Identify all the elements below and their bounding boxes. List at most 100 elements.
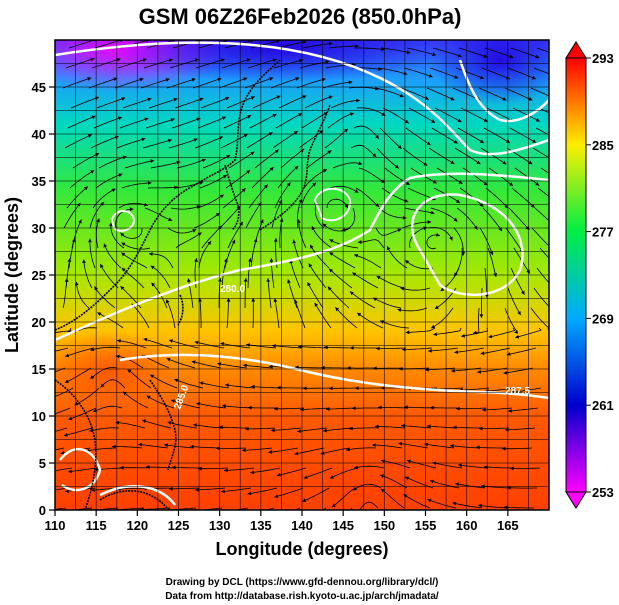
streamline xyxy=(386,246,408,269)
streamline-arrow xyxy=(190,444,194,449)
streamline xyxy=(424,443,455,449)
streamline xyxy=(55,427,68,432)
streamline-arrow xyxy=(207,241,212,245)
streamline xyxy=(64,134,92,149)
streamline-arrow xyxy=(375,424,379,429)
streamline xyxy=(540,167,549,174)
streamline-arrow xyxy=(38,433,42,437)
streamline xyxy=(69,169,95,189)
streamline-arrow xyxy=(562,181,566,185)
streamline xyxy=(461,327,489,337)
streamline xyxy=(92,405,123,413)
streamline xyxy=(427,498,457,509)
streamline-arrow xyxy=(90,57,95,62)
streamline xyxy=(147,186,179,189)
streamline-arrow xyxy=(150,374,155,379)
coast-indochina xyxy=(55,379,97,510)
streamline-arrow xyxy=(147,181,152,185)
streamline-arrow xyxy=(457,118,462,122)
streamline xyxy=(95,173,123,189)
streamline xyxy=(299,61,330,69)
streamline xyxy=(221,487,252,492)
streamline-arrow xyxy=(276,40,281,44)
streamline-arrow xyxy=(310,244,314,249)
streamline-arrow xyxy=(172,465,176,470)
streamline-arrow xyxy=(376,276,381,280)
streamline xyxy=(530,87,549,97)
streamline-arrow xyxy=(272,515,276,519)
streamline-arrow xyxy=(242,448,246,453)
streamline-arrow xyxy=(553,287,557,291)
streamline xyxy=(294,366,326,369)
streamline-arrow xyxy=(397,228,402,233)
streamline-arrow xyxy=(194,258,198,263)
streamline xyxy=(218,77,248,89)
streamline-arrow xyxy=(457,53,462,58)
streamline xyxy=(433,327,462,335)
streamline-arrow xyxy=(118,173,123,177)
streamline-arrow xyxy=(477,370,481,374)
streamline xyxy=(124,160,155,169)
streamline-arrow xyxy=(478,503,482,508)
streamline-arrow xyxy=(166,299,170,304)
streamline xyxy=(217,363,248,369)
streamline xyxy=(302,487,330,502)
streamline-arrow xyxy=(314,302,319,307)
streamline-arrow xyxy=(198,466,202,471)
streamline-arrow xyxy=(168,58,173,63)
streamline xyxy=(455,67,485,80)
streamline-arrow xyxy=(381,386,385,390)
streamline xyxy=(299,407,331,410)
streamline xyxy=(140,78,170,89)
streamline-arrow xyxy=(502,446,506,451)
colorbar-tick-label: 261 xyxy=(592,398,614,413)
streamline-arrow xyxy=(483,118,488,122)
streamline-arrow xyxy=(488,334,493,339)
y-tick-label: 5 xyxy=(39,456,46,471)
streamline-arrow xyxy=(451,368,455,373)
streamline-arrow xyxy=(112,444,116,449)
streamline xyxy=(127,369,152,389)
streamline xyxy=(115,355,144,369)
streamline-arrow xyxy=(312,182,317,187)
streamline xyxy=(200,97,230,109)
streamline xyxy=(303,467,333,479)
streamline-arrow xyxy=(335,307,340,312)
streamline-arrow xyxy=(434,305,439,309)
streamline-arrow xyxy=(298,113,303,117)
streamline xyxy=(484,47,514,59)
streamline xyxy=(254,149,279,169)
streamline xyxy=(90,367,118,380)
streamline-arrow xyxy=(121,242,126,247)
streamline xyxy=(402,347,433,351)
streamline-arrow xyxy=(329,252,334,256)
streamline xyxy=(270,77,300,89)
streamline xyxy=(242,447,273,451)
streamline-arrow xyxy=(558,139,562,142)
streamline xyxy=(330,100,360,109)
streamline xyxy=(511,387,542,393)
streamline xyxy=(532,147,549,159)
streamline xyxy=(271,427,302,431)
streamline-arrow xyxy=(263,184,268,189)
streamline-arrow xyxy=(201,158,206,163)
streamline-arrow xyxy=(372,443,376,447)
streamline xyxy=(250,40,281,49)
streamline-arrow xyxy=(272,58,277,62)
streamline-arrow xyxy=(303,386,307,391)
streamline-arrow xyxy=(194,58,199,63)
streamline-arrow xyxy=(454,350,459,354)
streamline xyxy=(193,212,221,229)
streamline xyxy=(144,207,173,221)
streamline xyxy=(228,151,255,169)
streamline xyxy=(354,254,382,269)
streamline-arrow xyxy=(250,151,255,156)
streamline-arrow xyxy=(399,93,404,98)
streamline xyxy=(223,114,252,129)
streamline-arrow xyxy=(46,397,50,401)
streamline-arrow xyxy=(149,252,153,256)
streamline xyxy=(247,258,251,289)
streamline xyxy=(250,467,281,474)
streamline-arrow xyxy=(454,75,459,79)
streamline-arrow xyxy=(376,346,380,351)
